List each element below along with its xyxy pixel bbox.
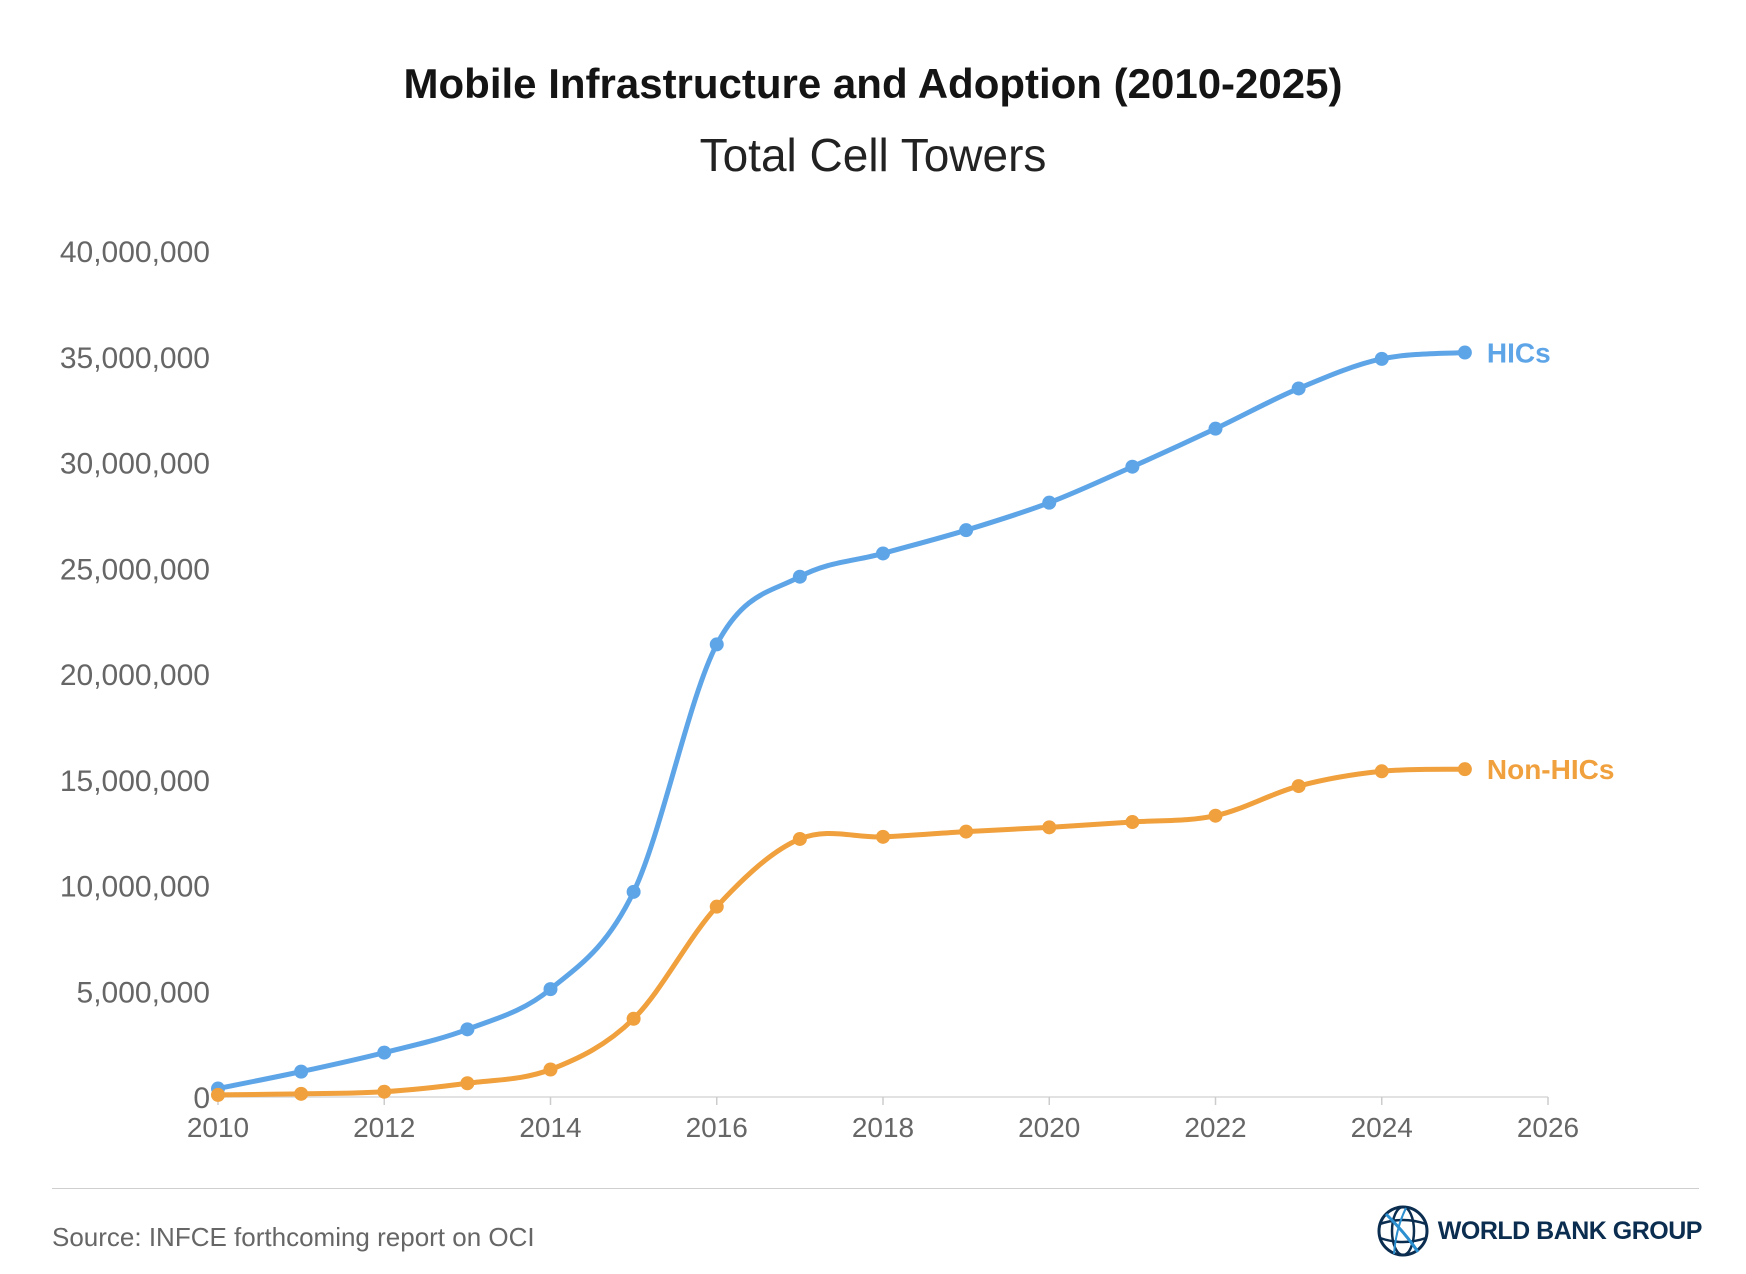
footer-divider [52,1188,1699,1189]
x-axis: 2010 2012 2014 2016 2018 2020 2022 2024 2026 [187,1096,1579,1143]
x-tick-label: 2016 [686,1112,748,1143]
x-tick-label: 2014 [519,1112,581,1143]
data-point-hics [1374,351,1389,366]
x-tick-label: 2026 [1517,1112,1579,1143]
series-line-hics [215,350,1468,1092]
data-point-non-hics [1291,779,1306,794]
chart-subtitle: Total Cell Towers [699,129,1047,181]
y-axis: 0 5,000,000 10,000,000 15,000,000 20,000,000… [60,236,210,1115]
x-tick-label: 2018 [852,1112,914,1143]
data-point-hics [460,1022,475,1037]
series-non-hics: Non-HICs [211,754,1614,1102]
data-point-non-hics [709,899,724,914]
series-hics: HICs [211,338,1551,1096]
data-point-non-hics [1208,808,1223,823]
line-chart: 0 5,000,000 10,000,000 15,000,000 20,000,000… [60,236,1615,1143]
data-point-hics [377,1045,392,1060]
chart-title: Mobile Infrastructure and Adoption (2010… [403,60,1343,107]
series-layer: HICs Non-HICs [211,338,1614,1102]
data-point-non-hics [543,1062,558,1077]
data-point-non-hics [626,1011,641,1026]
data-point-hics [1291,381,1306,396]
data-point-non-hics [959,824,974,839]
series-line-non-hics [215,766,1468,1098]
source-note: Source: INFCE forthcoming report on OCI [52,1222,535,1252]
y-tick-label: 15,000,000 [60,765,210,798]
data-point-non-hics [1125,815,1140,830]
data-point-non-hics [1457,762,1472,777]
data-point-non-hics [792,831,807,846]
y-tick-label: 20,000,000 [60,659,210,692]
data-point-non-hics [211,1087,225,1102]
data-point-non-hics [1042,820,1057,835]
data-point-hics [876,546,890,561]
data-point-hics [959,523,974,538]
logo-text: WORLD BANK GROUP [1437,1216,1703,1245]
y-tick-label: 35,000,000 [60,342,210,375]
y-tick-label: 30,000,000 [60,448,210,481]
series-label-hics: HICs [1487,338,1551,369]
x-tick-label: 2024 [1351,1112,1413,1143]
data-point-hics [709,637,724,652]
y-tick-label: 0 [193,1082,210,1115]
world-bank-logo: WORLD BANK GROUP [1376,1204,1703,1258]
data-point-hics [792,569,807,584]
series-label-non-hics: Non-HICs [1487,754,1615,785]
data-point-hics [626,884,641,899]
data-point-non-hics [1374,764,1389,779]
data-point-hics [1208,421,1223,436]
x-tick-label: 2010 [187,1112,249,1143]
data-point-non-hics [377,1084,392,1099]
data-point-non-hics [460,1076,475,1091]
y-tick-label: 5,000,000 [77,976,210,1009]
data-point-hics [1042,495,1057,510]
x-tick-label: 2012 [353,1112,415,1143]
data-point-hics [543,982,558,997]
y-tick-label: 25,000,000 [60,553,210,586]
data-point-hics [1457,345,1472,360]
data-point-hics [294,1064,309,1079]
x-tick-label: 2020 [1018,1112,1080,1143]
data-point-non-hics [294,1086,309,1101]
globe-icon [1377,1205,1429,1257]
data-point-hics [1125,459,1140,474]
y-tick-label: 10,000,000 [60,871,210,904]
x-tick-label: 2022 [1184,1112,1246,1143]
y-tick-label: 40,000,000 [60,236,210,269]
data-point-non-hics [876,829,890,844]
